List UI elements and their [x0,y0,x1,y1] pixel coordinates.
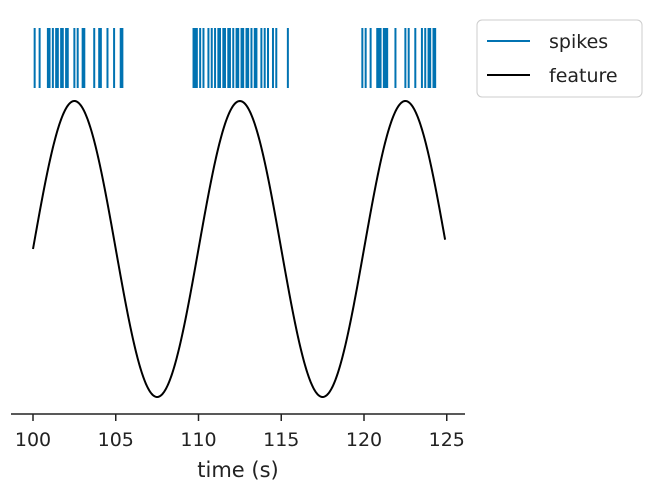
x-tick-label: 105 [98,429,134,451]
legend-label-feature: feature [549,65,618,87]
x-tick-label: 125 [429,429,465,451]
feature-line [32,99,447,398]
x-tick-label: 110 [180,429,216,451]
x-tick-label: 115 [263,429,299,451]
x-tick-label: 120 [346,429,382,451]
spike-raster [33,28,437,88]
x-axis-label: time (s) [197,458,278,482]
legend: spikes feature [476,19,643,98]
legend-label-spikes: spikes [549,31,608,53]
x-tick-label: 100 [15,429,51,451]
legend-box [476,19,643,98]
x-axis-ticks: 100 105 110 115 120 125 [15,414,465,451]
